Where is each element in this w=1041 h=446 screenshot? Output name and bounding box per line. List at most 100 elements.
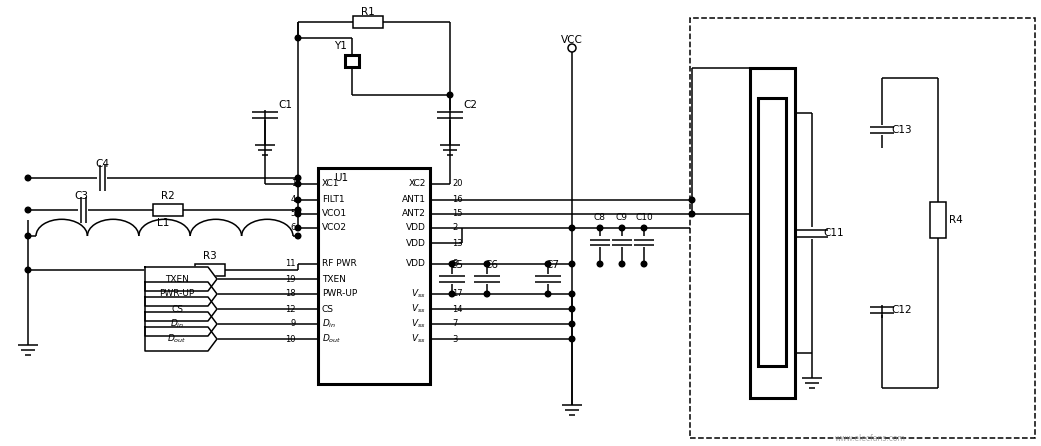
Text: 19: 19 xyxy=(285,274,296,284)
Circle shape xyxy=(296,175,301,181)
Bar xyxy=(750,68,795,398)
Text: 12: 12 xyxy=(285,305,296,314)
Text: 14: 14 xyxy=(452,305,462,314)
Text: VCC: VCC xyxy=(561,35,583,45)
Circle shape xyxy=(25,175,31,181)
Text: PWR-UP: PWR-UP xyxy=(159,289,195,298)
Circle shape xyxy=(689,211,694,217)
Text: 6: 6 xyxy=(290,223,296,232)
Polygon shape xyxy=(145,297,217,321)
Circle shape xyxy=(569,261,575,267)
Text: 15: 15 xyxy=(452,210,462,219)
Text: $D_{out}$: $D_{out}$ xyxy=(168,333,186,345)
Text: 1: 1 xyxy=(290,179,296,189)
Text: $V_{ss}$: $V_{ss}$ xyxy=(411,333,426,345)
Text: C2: C2 xyxy=(463,100,477,110)
Text: $D_{in}$: $D_{in}$ xyxy=(322,318,336,330)
Circle shape xyxy=(545,261,551,267)
Polygon shape xyxy=(145,312,217,336)
Circle shape xyxy=(296,181,301,187)
Circle shape xyxy=(569,306,575,312)
Circle shape xyxy=(569,336,575,342)
Text: $D_{out}$: $D_{out}$ xyxy=(322,333,341,345)
Polygon shape xyxy=(145,267,217,291)
Circle shape xyxy=(689,197,694,203)
Text: Y1: Y1 xyxy=(334,41,347,51)
Text: C3: C3 xyxy=(74,191,88,201)
Text: $D_{in}$: $D_{in}$ xyxy=(170,318,184,330)
Circle shape xyxy=(448,92,453,98)
Text: R3: R3 xyxy=(203,251,217,261)
Circle shape xyxy=(569,321,575,327)
Text: 7: 7 xyxy=(452,319,457,329)
Text: 8: 8 xyxy=(452,260,457,268)
Text: TXEN: TXEN xyxy=(166,274,188,284)
Bar xyxy=(353,16,383,28)
Text: XC1: XC1 xyxy=(322,179,339,189)
Text: FILT1: FILT1 xyxy=(322,195,345,205)
Text: VDD: VDD xyxy=(406,223,426,232)
Bar xyxy=(153,204,183,216)
Text: VDD: VDD xyxy=(406,239,426,248)
Circle shape xyxy=(25,207,31,213)
Circle shape xyxy=(296,233,301,239)
Circle shape xyxy=(641,261,646,267)
Text: R4: R4 xyxy=(949,215,963,225)
Text: RF PWR: RF PWR xyxy=(322,260,357,268)
Text: 16: 16 xyxy=(452,195,462,205)
Text: 20: 20 xyxy=(452,179,462,189)
Text: VDD: VDD xyxy=(406,260,426,268)
Circle shape xyxy=(296,211,301,217)
Circle shape xyxy=(545,291,551,297)
Text: 13: 13 xyxy=(452,239,462,248)
Circle shape xyxy=(619,261,625,267)
Text: PWR-UP: PWR-UP xyxy=(322,289,357,298)
Text: 10: 10 xyxy=(285,334,296,343)
Circle shape xyxy=(296,35,301,41)
Text: C13: C13 xyxy=(892,125,912,135)
Circle shape xyxy=(25,233,31,239)
Text: C10: C10 xyxy=(635,214,653,223)
Text: C9: C9 xyxy=(616,214,628,223)
Text: VCO2: VCO2 xyxy=(322,223,347,232)
Circle shape xyxy=(296,207,301,213)
Text: R1: R1 xyxy=(361,7,375,17)
Circle shape xyxy=(598,261,603,267)
Text: ANT2: ANT2 xyxy=(402,210,426,219)
Circle shape xyxy=(641,225,646,231)
Text: CS: CS xyxy=(171,305,183,314)
Circle shape xyxy=(25,267,31,273)
Bar xyxy=(930,202,946,238)
Circle shape xyxy=(296,197,301,203)
Circle shape xyxy=(484,261,490,267)
Bar xyxy=(195,264,225,276)
Text: 9: 9 xyxy=(290,319,296,329)
Text: C8: C8 xyxy=(594,214,606,223)
Circle shape xyxy=(296,225,301,231)
Text: VCO1: VCO1 xyxy=(322,210,347,219)
Text: 5: 5 xyxy=(290,210,296,219)
Text: C7: C7 xyxy=(545,260,559,270)
Text: C12: C12 xyxy=(892,305,912,315)
Circle shape xyxy=(598,225,603,231)
Text: 17: 17 xyxy=(452,289,462,298)
Circle shape xyxy=(450,261,455,267)
Text: C1: C1 xyxy=(278,100,291,110)
Circle shape xyxy=(569,225,575,231)
Text: C4: C4 xyxy=(95,159,109,169)
Text: U1: U1 xyxy=(334,173,348,183)
Text: 11: 11 xyxy=(285,260,296,268)
Text: $V_{ss}$: $V_{ss}$ xyxy=(411,318,426,330)
Bar xyxy=(690,18,1035,438)
Bar xyxy=(345,54,359,66)
Text: 2: 2 xyxy=(452,223,457,232)
Text: C11: C11 xyxy=(823,228,844,238)
Circle shape xyxy=(569,291,575,297)
Bar xyxy=(758,98,786,366)
Circle shape xyxy=(484,291,490,297)
Text: R2: R2 xyxy=(161,191,175,201)
Text: $V_{ss}$: $V_{ss}$ xyxy=(411,303,426,315)
Text: CS: CS xyxy=(322,305,334,314)
Polygon shape xyxy=(145,282,217,306)
Text: 3: 3 xyxy=(452,334,457,343)
